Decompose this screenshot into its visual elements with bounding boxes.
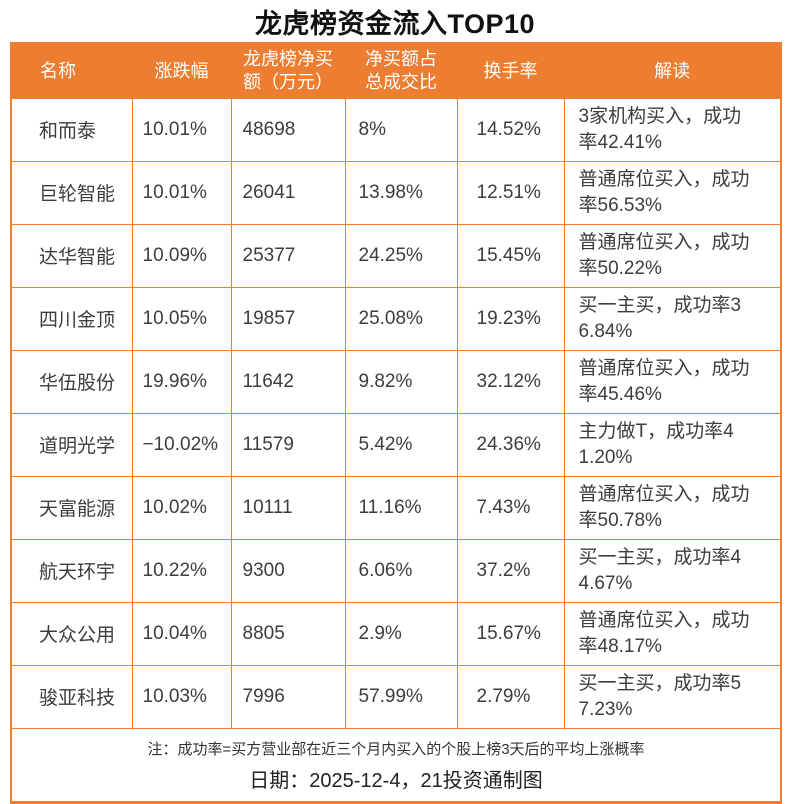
cell-turnover: 15.67% — [456, 601, 565, 666]
cell-net-buy: 19857 — [230, 286, 346, 351]
cell-net-buy-ratio: 11.16% — [344, 475, 458, 540]
cell-net-buy-ratio: 13.98% — [344, 160, 458, 225]
cell-stock-name: 达华智能 — [10, 223, 133, 288]
cell-interpretation: 买一主买，成功率4 4.67% — [563, 538, 782, 603]
cell-stock-name: 道明光学 — [10, 412, 133, 477]
table-row: 航天环宇 10.22% 9300 6.06% 37.2% 买一主买，成功率4 4… — [10, 538, 782, 603]
date-line: 日期：2025-12-4，21投资通制图 — [249, 769, 543, 792]
cell-net-buy-ratio: 57.99% — [344, 664, 458, 729]
cell-net-buy-ratio: 8% — [344, 97, 458, 162]
column-header-turnover: 换手率 — [456, 42, 565, 99]
table-row: 达华智能 10.09% 25377 24.25% 15.45% 普通席位买入，成… — [10, 223, 782, 288]
cell-net-buy: 48698 — [230, 97, 346, 162]
table-row: 巨轮智能 10.01% 26041 13.98% 12.51% 普通席位买入，成… — [10, 160, 782, 225]
cell-stock-name: 骏亚科技 — [10, 664, 133, 729]
cell-turnover: 15.45% — [456, 223, 565, 288]
cell-turnover: 2.79% — [456, 664, 565, 729]
cell-turnover: 24.36% — [456, 412, 565, 477]
footer-row: 注：成功率=买方营业部在近三个月内买入的个股上榜3天后的平均上涨概率 日期：20… — [10, 727, 782, 803]
column-header-ratio: 净买额占 总成交比 — [344, 42, 458, 99]
cell-net-buy: 10111 — [230, 475, 346, 540]
cell-net-buy-ratio: 9.82% — [344, 349, 458, 414]
cell-change-pct: 10.03% — [131, 664, 232, 729]
cell-turnover: 19.23% — [456, 286, 565, 351]
cell-net-buy-ratio: 24.25% — [344, 223, 458, 288]
table-row: 道明光学 −10.02% 11579 5.42% 24.36% 主力做T，成功率… — [10, 412, 782, 477]
cell-turnover: 14.52% — [456, 97, 565, 162]
cell-stock-name: 天富能源 — [10, 475, 133, 540]
cell-change-pct: 19.96% — [131, 349, 232, 414]
cell-net-buy: 8805 — [230, 601, 346, 666]
cell-turnover: 7.43% — [456, 475, 565, 540]
cell-interpretation: 主力做T，成功率4 1.20% — [563, 412, 782, 477]
column-header-interpretation: 解读 — [563, 42, 782, 99]
cell-interpretation: 买一主买，成功率5 7.23% — [563, 664, 782, 729]
cell-net-buy: 7996 — [230, 664, 346, 729]
cell-stock-name: 四川金顶 — [10, 286, 133, 351]
infographic-page: 龙虎榜资金流入TOP10 名称 涨跌幅 龙虎榜净买 额（万元） 净买额占 总成交… — [10, 8, 782, 804]
cell-change-pct: 10.01% — [131, 160, 232, 225]
cell-stock-name: 和而泰 — [10, 97, 133, 162]
cell-net-buy: 26041 — [230, 160, 346, 225]
table-row: 天富能源 10.02% 10111 11.16% 7.43% 普通席位买入，成功… — [10, 475, 782, 540]
column-header-net-buy: 龙虎榜净买 额（万元） — [230, 42, 346, 99]
cell-interpretation: 3家机构买入，成功 率42.41% — [563, 97, 782, 162]
cell-interpretation: 普通席位买入，成功 率50.22% — [563, 223, 782, 288]
footnote: 注：成功率=买方营业部在近三个月内买入的个股上榜3天后的平均上涨概率 — [147, 740, 645, 758]
column-header-name: 名称 — [10, 42, 133, 99]
cell-net-buy-ratio: 2.9% — [344, 601, 458, 666]
table-footer: 注：成功率=买方营业部在近三个月内买入的个股上榜3天后的平均上涨概率 日期：20… — [10, 727, 782, 803]
cell-turnover: 37.2% — [456, 538, 565, 603]
cell-change-pct: 10.09% — [131, 223, 232, 288]
cell-net-buy-ratio: 25.08% — [344, 286, 458, 351]
table-row: 大众公用 10.04% 8805 2.9% 15.67% 普通席位买入，成功 率… — [10, 601, 782, 666]
cell-change-pct: 10.01% — [131, 97, 232, 162]
header-row: 名称 涨跌幅 龙虎榜净买 额（万元） 净买额占 总成交比 换手率 解读 — [10, 42, 782, 99]
cell-net-buy-ratio: 5.42% — [344, 412, 458, 477]
table-row: 和而泰 10.01% 48698 8% 14.52% 3家机构买入，成功 率42… — [10, 97, 782, 162]
cell-interpretation: 普通席位买入，成功 率50.78% — [563, 475, 782, 540]
page-title: 龙虎榜资金流入TOP10 — [254, 8, 536, 39]
table-body: 和而泰 10.01% 48698 8% 14.52% 3家机构买入，成功 率42… — [10, 97, 782, 729]
cell-net-buy: 9300 — [230, 538, 346, 603]
cell-net-buy: 11642 — [230, 349, 346, 414]
cell-turnover: 12.51% — [456, 160, 565, 225]
cell-net-buy: 11579 — [230, 412, 346, 477]
cell-stock-name: 华伍股份 — [10, 349, 133, 414]
table-row: 四川金顶 10.05% 19857 25.08% 19.23% 买一主买，成功率… — [10, 286, 782, 351]
cell-net-buy-ratio: 6.06% — [344, 538, 458, 603]
cell-change-pct: 10.22% — [131, 538, 232, 603]
cell-interpretation: 普通席位买入，成功 率48.17% — [563, 601, 782, 666]
table-row: 华伍股份 19.96% 11642 9.82% 32.12% 普通席位买入，成功… — [10, 349, 782, 414]
cell-stock-name: 巨轮智能 — [10, 160, 133, 225]
cell-change-pct: −10.02% — [131, 412, 232, 477]
cell-interpretation: 普通席位买入，成功 率56.53% — [563, 160, 782, 225]
cell-interpretation: 普通席位买入，成功 率45.46% — [563, 349, 782, 414]
cell-net-buy: 25377 — [230, 223, 346, 288]
table-header: 名称 涨跌幅 龙虎榜净买 额（万元） 净买额占 总成交比 换手率 解读 — [10, 42, 782, 99]
cell-stock-name: 大众公用 — [10, 601, 133, 666]
column-header-change: 涨跌幅 — [131, 42, 232, 99]
top10-table: 名称 涨跌幅 龙虎榜净买 额（万元） 净买额占 总成交比 换手率 解读 和而泰 … — [10, 42, 782, 804]
cell-stock-name: 航天环宇 — [10, 538, 133, 603]
cell-change-pct: 10.04% — [131, 601, 232, 666]
cell-interpretation: 买一主买，成功率3 6.84% — [563, 286, 782, 351]
cell-change-pct: 10.02% — [131, 475, 232, 540]
cell-change-pct: 10.05% — [131, 286, 232, 351]
table-row: 骏亚科技 10.03% 7996 57.99% 2.79% 买一主买，成功率5 … — [10, 664, 782, 729]
cell-turnover: 32.12% — [456, 349, 565, 414]
